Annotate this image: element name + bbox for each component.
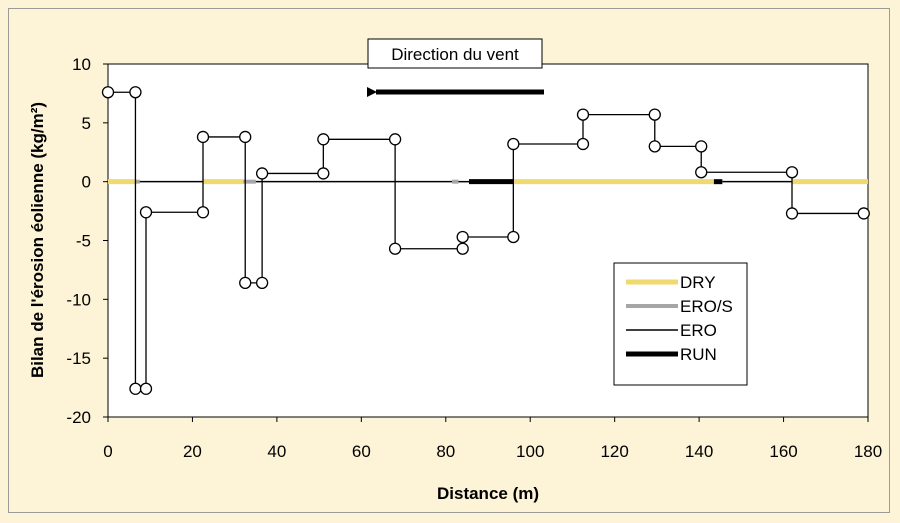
data-point [649, 109, 660, 120]
wind-direction-label: Direction du vent [391, 45, 519, 64]
x-tick-label: 80 [436, 442, 455, 461]
data-point [240, 131, 251, 142]
data-point [318, 134, 329, 145]
data-point [457, 231, 468, 242]
x-tick-label: 60 [352, 442, 371, 461]
x-tick-label: 180 [854, 442, 882, 461]
legend-label-dry: DRY [680, 273, 716, 292]
data-point [390, 243, 401, 254]
data-point [787, 208, 798, 219]
data-point [508, 231, 519, 242]
data-point [578, 109, 589, 120]
data-point [130, 87, 141, 98]
x-tick-label: 0 [103, 442, 112, 461]
x-tick-label: 100 [516, 442, 544, 461]
data-point [696, 141, 707, 152]
data-point [649, 141, 660, 152]
y-tick-label: 0 [82, 173, 91, 192]
data-point [141, 207, 152, 218]
data-point [240, 277, 251, 288]
data-point [257, 277, 268, 288]
data-point [103, 87, 114, 98]
y-ticks: 10 5 0 -5 -10 -15 -20 [66, 55, 108, 427]
x-tick-label: 20 [183, 442, 202, 461]
x-ticks: 0 20 40 60 80 100 120 140 160 180 [103, 417, 882, 461]
x-tick-label: 40 [267, 442, 286, 461]
y-tick-label: -10 [66, 290, 91, 309]
data-point [318, 168, 329, 179]
data-point [858, 208, 869, 219]
data-point [198, 131, 209, 142]
legend-label-run: RUN [680, 345, 717, 364]
data-point [390, 134, 401, 145]
data-point [130, 383, 141, 394]
x-tick-label: 140 [685, 442, 713, 461]
data-point [198, 207, 209, 218]
data-point [141, 383, 152, 394]
legend-label-ero-s: ERO/S [680, 297, 733, 316]
data-point [457, 243, 468, 254]
y-tick-label: 10 [72, 55, 91, 74]
y-tick-label: -15 [66, 349, 91, 368]
data-point [508, 139, 519, 150]
data-point [257, 168, 268, 179]
y-axis-title: Bilan de l'érosion éolienne (kg/m²) [28, 102, 47, 378]
x-axis-title: Distance (m) [437, 484, 539, 503]
x-tick-label: 120 [600, 442, 628, 461]
x-tick-label: 160 [769, 442, 797, 461]
y-tick-label: 5 [82, 114, 91, 133]
data-point [696, 167, 707, 178]
y-tick-label: -5 [76, 232, 91, 251]
data-point [578, 139, 589, 150]
legend: DRY ERO/S ERO RUN [614, 263, 747, 385]
legend-label-ero: ERO [680, 321, 717, 340]
y-tick-label: -20 [66, 408, 91, 427]
plot-area [108, 64, 868, 417]
data-point [787, 167, 798, 178]
